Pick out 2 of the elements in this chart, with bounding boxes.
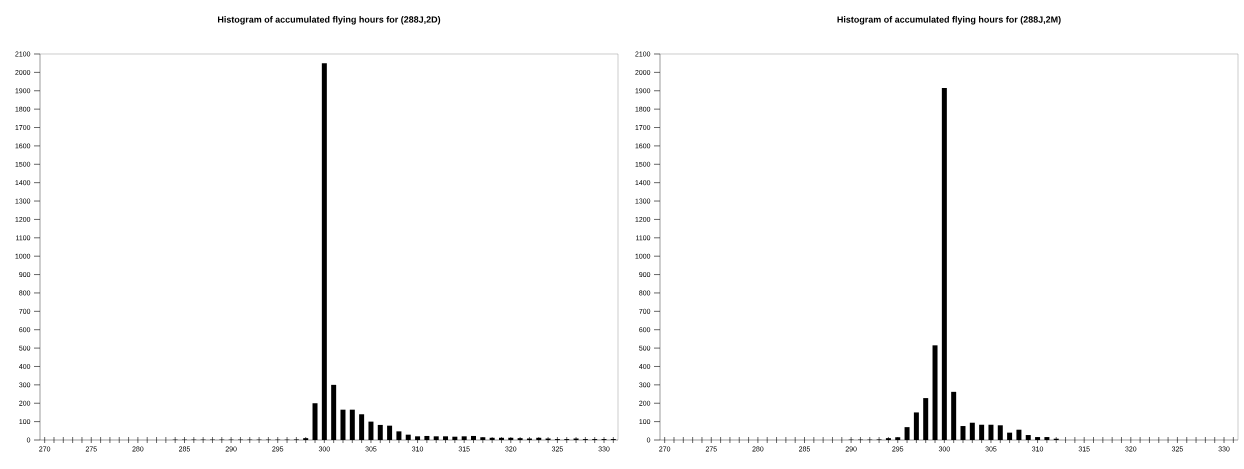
- chart-title: Histogram of accumulated flying hours for (288J,2M): [837, 16, 1061, 25]
- chart-title: Histogram of accumulated flying hours for (288J,2D): [217, 16, 441, 25]
